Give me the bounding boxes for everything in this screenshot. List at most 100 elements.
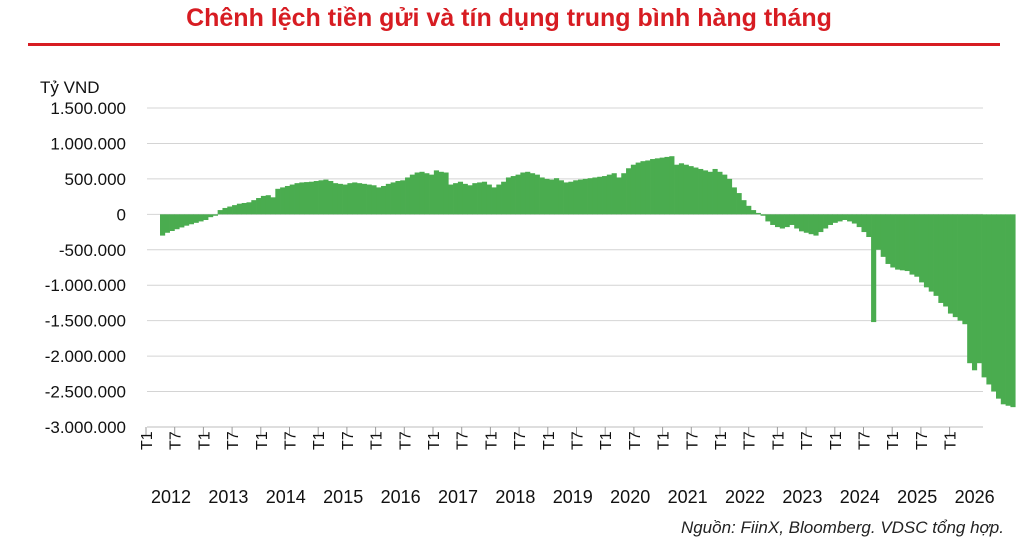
y-tick-label: -2.500.000 — [45, 383, 126, 402]
bar — [654, 158, 661, 215]
x-tick-label: T7 — [168, 431, 185, 450]
bar — [390, 182, 396, 215]
bar — [356, 183, 363, 215]
bar — [208, 214, 214, 218]
bar — [736, 193, 742, 215]
bar — [347, 183, 353, 215]
bar — [832, 214, 838, 223]
bar — [395, 181, 401, 215]
bar — [996, 214, 1002, 399]
bar — [280, 187, 286, 215]
bar — [847, 214, 853, 222]
bar — [962, 214, 968, 325]
bar — [774, 214, 781, 228]
bar — [1000, 214, 1006, 405]
bar — [270, 197, 276, 215]
year-label: 2012 — [151, 487, 191, 507]
bar — [1010, 214, 1016, 408]
bar — [664, 156, 670, 215]
bar — [203, 214, 209, 221]
bar — [971, 214, 978, 371]
bar — [851, 214, 858, 224]
y-tick-label: -1.500.000 — [45, 312, 126, 331]
bar — [880, 214, 886, 257]
bar — [630, 164, 637, 215]
bar — [222, 207, 228, 215]
bar — [712, 168, 718, 215]
bar — [179, 214, 185, 228]
bar — [453, 183, 459, 215]
bar — [683, 164, 689, 215]
bar — [967, 214, 973, 364]
bar — [457, 181, 464, 215]
bar — [294, 183, 300, 215]
year-label: 2023 — [782, 487, 822, 507]
bar — [755, 212, 761, 215]
year-label: 2026 — [955, 487, 995, 507]
bar — [318, 180, 324, 215]
x-tick-label: T7 — [742, 431, 759, 450]
x-tick-label: T7 — [283, 431, 300, 450]
bar — [1005, 214, 1011, 406]
year-label: 2013 — [208, 487, 248, 507]
bar — [803, 214, 809, 233]
bar — [952, 214, 958, 318]
bar — [289, 184, 295, 215]
bar — [770, 214, 776, 225]
x-tick-label: T1 — [541, 431, 558, 450]
y-tick-label: -2.000.000 — [45, 347, 126, 366]
x-tick-label: T7 — [627, 431, 644, 450]
bar — [433, 170, 440, 215]
bar — [477, 182, 483, 215]
bar — [184, 214, 190, 226]
bar — [510, 176, 516, 215]
axes: 1.500.000 1.000.000 500.000 0 -500.000 -1.000… — [45, 99, 995, 507]
bar — [626, 168, 632, 215]
bar — [799, 214, 805, 232]
bar — [602, 176, 608, 215]
bar — [674, 164, 680, 215]
bar — [529, 173, 536, 215]
bar — [904, 214, 910, 272]
bar — [304, 182, 310, 215]
bar — [693, 167, 699, 215]
bar — [462, 183, 468, 215]
grid-lines — [147, 107, 983, 428]
bar — [640, 161, 646, 215]
y-axis-label: Tỷ VND — [40, 78, 100, 97]
bar — [861, 214, 867, 233]
bar — [376, 187, 382, 215]
bar — [414, 172, 420, 215]
bar — [606, 174, 612, 215]
title-divider — [28, 43, 1000, 46]
bar — [361, 183, 367, 215]
bar — [236, 203, 243, 215]
y-tick-label: -3.000.000 — [45, 418, 126, 437]
x-tick-label: T1 — [885, 431, 902, 450]
bar — [539, 177, 545, 215]
bar — [568, 181, 574, 215]
bar — [438, 171, 444, 215]
bar — [981, 214, 987, 378]
bar — [899, 214, 906, 271]
year-label: 2014 — [266, 487, 306, 507]
bar — [885, 214, 891, 264]
bar — [241, 202, 247, 215]
bar — [198, 214, 204, 222]
bar — [871, 214, 877, 323]
bar — [726, 178, 733, 215]
bar — [337, 183, 343, 215]
bar — [837, 214, 843, 222]
y-tick-label: -500.000 — [59, 241, 126, 260]
bar — [823, 214, 829, 229]
bar — [328, 181, 334, 215]
bar — [256, 198, 262, 215]
bar — [169, 214, 175, 231]
bar — [563, 182, 569, 215]
bar — [448, 184, 454, 215]
bar — [534, 174, 540, 215]
bar — [472, 183, 478, 215]
bar — [491, 187, 497, 215]
bar — [332, 183, 339, 215]
